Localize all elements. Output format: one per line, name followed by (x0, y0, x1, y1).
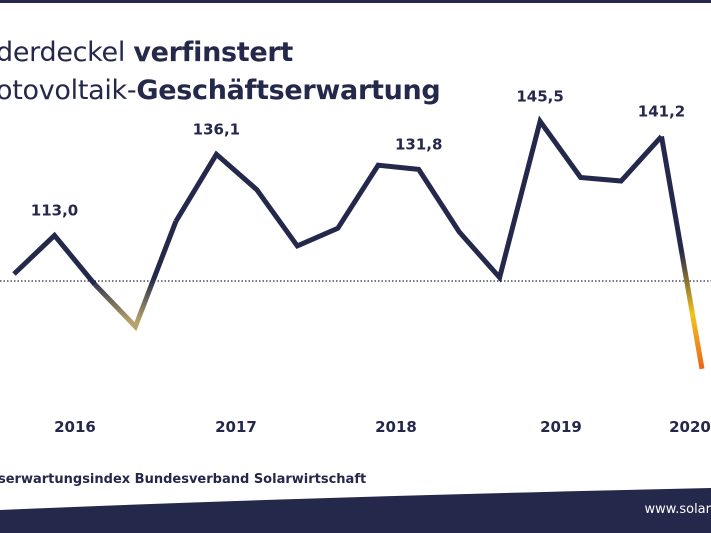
chart-title: derdeckel verfinstert otovoltaik-Geschäf… (0, 34, 441, 110)
title-line-2-bold: Geschäftserwartung (136, 75, 441, 106)
title-line-2: otovoltaik-Geschäftserwartung (0, 72, 441, 110)
x-tick-2019: 2019 (540, 418, 582, 436)
source-note: serwartungsindex Bundesverband Solarwirt… (0, 472, 367, 487)
x-tick-2017: 2017 (215, 418, 257, 436)
footer-band (0, 488, 711, 533)
value-label-2: 131,8 (395, 135, 442, 153)
series-line-start (12, 231, 97, 287)
top-accent-bar (0, 0, 711, 3)
series-line-crash (659, 135, 705, 370)
value-label-4: 141,2 (638, 102, 685, 120)
value-label-3: 145,5 (516, 87, 563, 105)
title-line-1: derdeckel verfinstert (0, 34, 440, 72)
title-line-1-bold: verfinstert (133, 37, 294, 68)
value-label-0: 113,0 (31, 201, 78, 219)
series-line-main (173, 115, 664, 283)
x-tick-2020: 2020 (669, 418, 711, 436)
title-line-1-regular: derdeckel (0, 37, 134, 68)
series-line-dip (93, 220, 179, 332)
value-label-1: 136,1 (193, 120, 240, 138)
x-tick-2016: 2016 (54, 418, 96, 436)
title-line-2-regular: otovoltaik- (0, 75, 137, 106)
footer-url: www.solar (644, 502, 711, 517)
x-tick-2018: 2018 (375, 418, 417, 436)
